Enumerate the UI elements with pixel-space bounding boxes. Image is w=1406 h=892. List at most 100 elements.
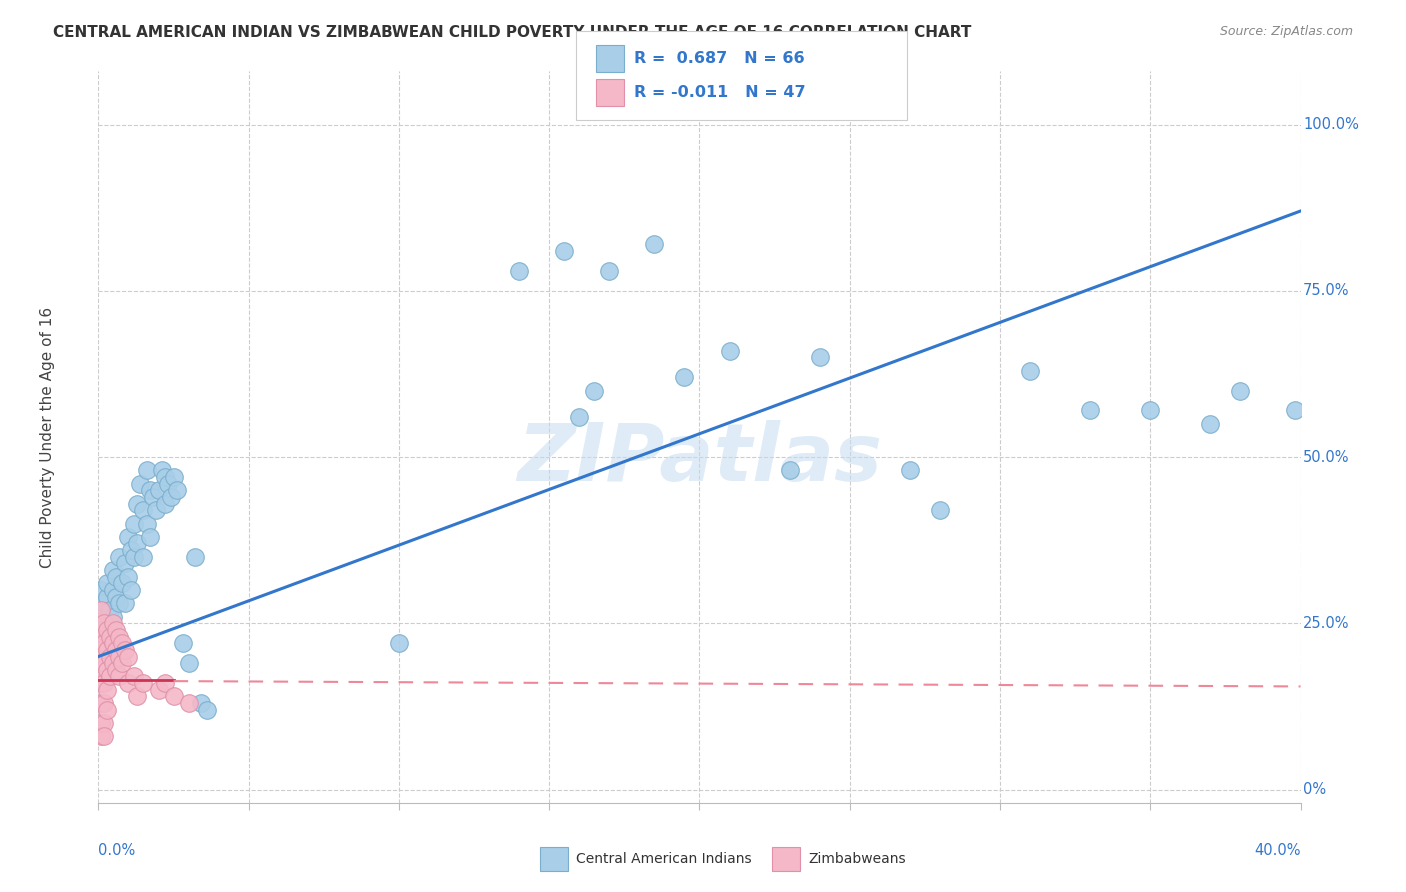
Point <box>1229 384 1251 398</box>
Point <box>172 636 194 650</box>
Point <box>568 410 591 425</box>
Point <box>1078 403 1101 417</box>
Text: R = -0.011   N = 47: R = -0.011 N = 47 <box>634 86 806 100</box>
Point <box>117 570 139 584</box>
Point <box>96 703 118 717</box>
Point <box>90 643 112 657</box>
Point <box>127 497 149 511</box>
Point <box>598 264 620 278</box>
Point <box>108 669 131 683</box>
Text: 0.0%: 0.0% <box>98 843 135 858</box>
Point <box>156 476 179 491</box>
Point <box>93 729 115 743</box>
Point <box>90 582 112 597</box>
Point <box>148 483 170 498</box>
Point <box>114 557 136 571</box>
Point <box>388 636 411 650</box>
Point <box>718 343 741 358</box>
Point <box>96 663 118 677</box>
Text: Source: ZipAtlas.com: Source: ZipAtlas.com <box>1219 25 1353 38</box>
Point <box>166 483 188 498</box>
Point <box>779 463 801 477</box>
Point <box>135 516 157 531</box>
Point <box>195 703 218 717</box>
Point <box>103 656 125 670</box>
Point <box>117 530 139 544</box>
Point <box>162 690 184 704</box>
Point <box>553 244 575 258</box>
Point <box>100 630 122 644</box>
Point <box>90 603 112 617</box>
Point <box>93 676 115 690</box>
Point <box>90 636 112 650</box>
Point <box>153 497 176 511</box>
Point <box>898 463 921 477</box>
Point <box>105 663 128 677</box>
Point <box>90 729 112 743</box>
Point <box>132 549 155 564</box>
Point <box>643 237 665 252</box>
Point <box>141 490 163 504</box>
Point <box>929 503 952 517</box>
Text: Child Poverty Under the Age of 16: Child Poverty Under the Age of 16 <box>41 307 55 567</box>
Point <box>150 463 173 477</box>
Point <box>93 616 115 631</box>
Point <box>159 490 181 504</box>
Point <box>103 609 125 624</box>
Point <box>153 676 176 690</box>
Point <box>138 530 160 544</box>
Text: CENTRAL AMERICAN INDIAN VS ZIMBABWEAN CHILD POVERTY UNDER THE AGE OF 16 CORRELAT: CENTRAL AMERICAN INDIAN VS ZIMBABWEAN CH… <box>53 25 972 40</box>
Point <box>96 682 118 697</box>
Point <box>111 636 134 650</box>
Point <box>96 623 118 637</box>
Point <box>93 636 115 650</box>
Point <box>1284 403 1306 417</box>
Point <box>129 476 152 491</box>
Point <box>100 603 122 617</box>
Point <box>132 676 155 690</box>
Point <box>117 649 139 664</box>
Point <box>127 536 149 550</box>
Text: 25.0%: 25.0% <box>1303 615 1350 631</box>
Point <box>96 590 118 604</box>
Point <box>90 676 112 690</box>
Point <box>124 516 146 531</box>
Point <box>153 470 176 484</box>
Point <box>100 669 122 683</box>
Point <box>93 696 115 710</box>
Point <box>114 643 136 657</box>
Point <box>111 656 134 670</box>
Point <box>90 623 112 637</box>
Point <box>124 669 146 683</box>
Point <box>90 603 112 617</box>
Point <box>93 616 115 631</box>
Point <box>808 351 831 365</box>
Point <box>111 576 134 591</box>
Point <box>1019 363 1042 377</box>
Point <box>93 716 115 731</box>
Text: R =  0.687   N = 66: R = 0.687 N = 66 <box>634 52 804 66</box>
Point <box>90 656 112 670</box>
Point <box>105 570 128 584</box>
Point <box>148 682 170 697</box>
Point <box>1139 403 1161 417</box>
Point <box>108 596 131 610</box>
Point <box>103 616 125 631</box>
Point <box>138 483 160 498</box>
Point <box>100 649 122 664</box>
Point <box>108 630 131 644</box>
Point <box>117 676 139 690</box>
Point <box>177 696 200 710</box>
Point <box>96 643 118 657</box>
Point <box>114 596 136 610</box>
Point <box>183 549 205 564</box>
Point <box>105 643 128 657</box>
Point <box>108 649 131 664</box>
Point <box>90 616 112 631</box>
Point <box>105 590 128 604</box>
Point <box>583 384 606 398</box>
Point <box>93 656 115 670</box>
Point <box>90 696 112 710</box>
Point <box>132 503 155 517</box>
Point <box>508 264 530 278</box>
